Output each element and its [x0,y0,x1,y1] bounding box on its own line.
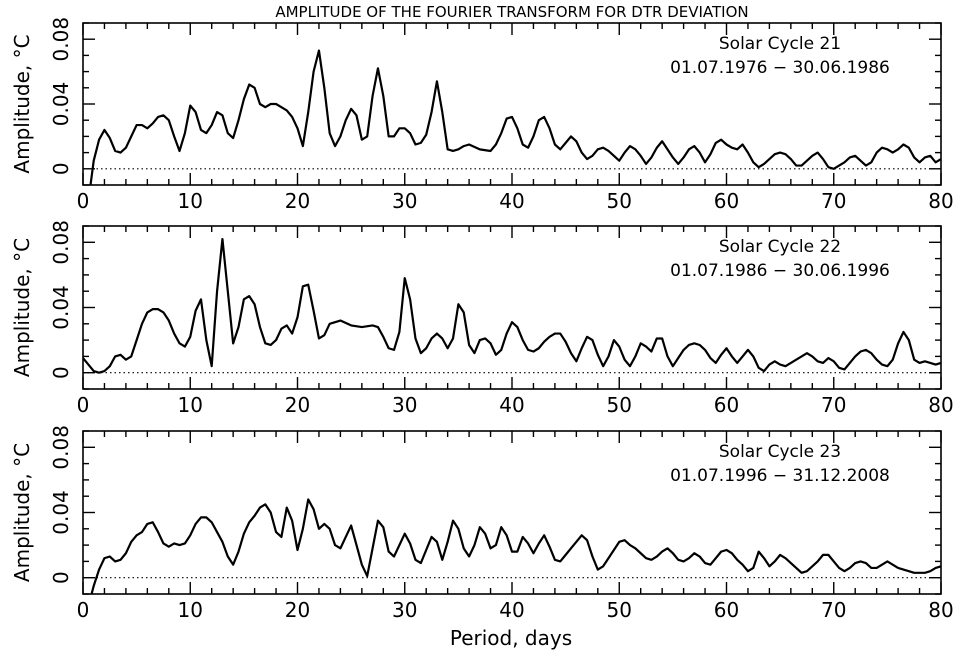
panel-2: 0 10 20 30 40 50 60 70 80 0 0.04 0.08 Amplitude, °C S… [10,220,954,417]
x-tick-label: 0 [77,393,90,417]
x-tick-label: 10 [178,393,203,417]
y-tick-label: 0.08 [49,220,73,265]
solar-cycle-label: Solar Cycle 22 [719,237,841,257]
x-tick-label: 60 [714,393,739,417]
x-tick-label: 0 [77,598,90,622]
x-tick-label: 60 [714,598,739,622]
x-tick-label: 0 [77,189,90,213]
x-tick-label: 20 [285,598,310,622]
amplitude-series-line [90,498,941,594]
date-range-label: 01.07.1976 − 30.06.1986 [670,58,890,78]
x-tick-label: 10 [178,189,203,213]
x-tick-label: 70 [821,189,846,213]
panel-1: 0 10 20 30 40 50 60 70 80 0 0.04 0.08 Amplitude, °C S… [10,17,954,213]
x-tick-label: 60 [714,189,739,213]
y-tick-label: 0.08 [49,425,73,470]
y-tick-label: 0.04 [49,490,73,535]
x-tick-label: 80 [928,393,953,417]
x-tick-label: 80 [928,598,953,622]
y-tick-label: 0.08 [49,17,73,62]
x-tick-label: 50 [607,189,632,213]
date-range-label: 01.07.1986 − 30.06.1996 [670,261,890,281]
panel-3: 0 10 20 30 40 50 60 70 80 0 0.04 0.08 Amplitude, °C S… [10,425,954,622]
amplitude-series-line [89,49,941,185]
x-tick-label: 30 [392,598,417,622]
x-axis-label: Period, days [450,626,572,650]
chart-title: AMPLITUDE OF THE FOURIER TRANSFORM FOR D… [275,3,748,21]
x-tick-label: 30 [392,393,417,417]
x-tick-label: 10 [178,598,203,622]
y-axis-label: Amplitude, °C [10,34,34,173]
y-axis-label: Amplitude, °C [10,443,34,582]
y-tick-label: 0.04 [49,82,73,127]
x-tick-label: 20 [285,189,310,213]
x-tick-label: 20 [285,393,310,417]
y-tick-label: 0 [49,366,73,379]
x-tick-label: 50 [607,393,632,417]
x-tick-label: 80 [928,189,953,213]
y-tick-label: 0 [49,571,73,584]
panels-group: 0 10 20 30 40 50 60 70 80 0 0.04 0.08 Amplitude, °C S… [10,17,954,622]
y-tick-label: 0.04 [49,285,73,330]
x-tick-label: 40 [499,189,524,213]
y-tick-label: 0 [49,162,73,175]
solar-cycle-label: Solar Cycle 23 [719,442,841,462]
solar-cycle-label: Solar Cycle 21 [719,34,841,54]
x-tick-label: 40 [499,393,524,417]
date-range-label: 01.07.1996 − 31.12.2008 [670,466,890,486]
x-tick-label: 70 [821,393,846,417]
x-tick-label: 50 [607,598,632,622]
amplitude-series-line [83,237,941,374]
y-axis-label: Amplitude, °C [10,238,34,377]
x-tick-label: 40 [499,598,524,622]
x-tick-label: 30 [392,189,417,213]
x-tick-label: 70 [821,598,846,622]
